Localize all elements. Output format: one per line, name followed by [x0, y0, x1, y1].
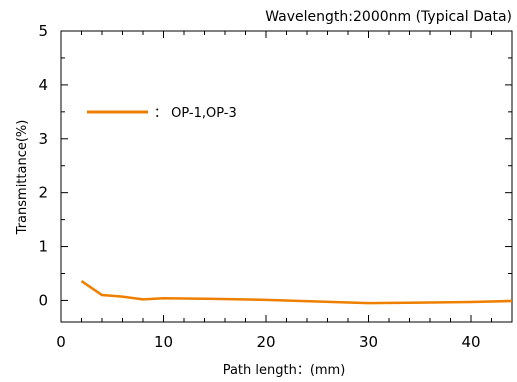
x-tick-label: 10 [154, 333, 173, 351]
series-line-op1-op3 [80, 280, 513, 305]
y-tick-label: 1 [38, 238, 48, 256]
y-tick-label: 4 [38, 76, 48, 94]
x-axis-label: Path length：(mm) [223, 363, 346, 378]
series-layer [80, 280, 513, 305]
chart-title: Wavelength:2000nm (Typical Data) [265, 9, 512, 25]
y-tick-label: 3 [38, 130, 48, 148]
x-tick-label: 0 [56, 333, 66, 351]
x-axis: 0 10 20 30 40 [56, 31, 513, 351]
y-tick-label: 2 [38, 184, 48, 202]
x-tick-label: 30 [359, 333, 378, 351]
legend-label-op1-op3: ： OP-1,OP-3 [154, 106, 237, 121]
legend: ： OP-1,OP-3 [87, 106, 237, 121]
y-tick-label: 0 [38, 291, 48, 309]
y-axis-label: Transmittance(%) [15, 120, 30, 236]
y-axis: 0 1 2 3 4 5 [38, 22, 512, 309]
plot-area-frame [60, 30, 513, 323]
y-tick-label: 5 [38, 22, 48, 40]
x-tick-label: 40 [461, 333, 480, 351]
x-tick-label: 20 [256, 333, 275, 351]
